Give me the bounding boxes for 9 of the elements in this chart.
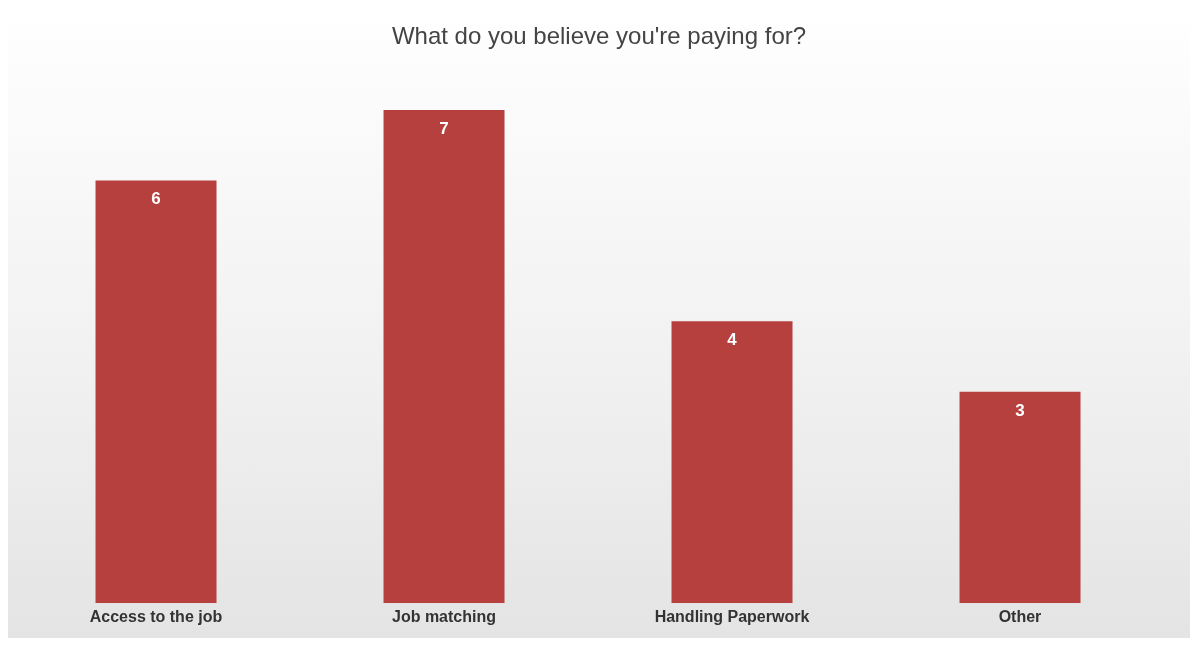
chart-title: What do you believe you're paying for? xyxy=(390,22,808,50)
data-label: 7 xyxy=(439,119,449,139)
data-label: 3 xyxy=(1015,400,1025,420)
data-label: 6 xyxy=(151,189,161,209)
data-label: 4 xyxy=(727,330,738,350)
x-tick-label: Job matching xyxy=(391,608,497,626)
x-tick-label: Other xyxy=(998,608,1042,626)
x-tick-label: Handling Paperwork xyxy=(654,608,810,626)
x-tick-label: Access to the job xyxy=(89,608,223,626)
